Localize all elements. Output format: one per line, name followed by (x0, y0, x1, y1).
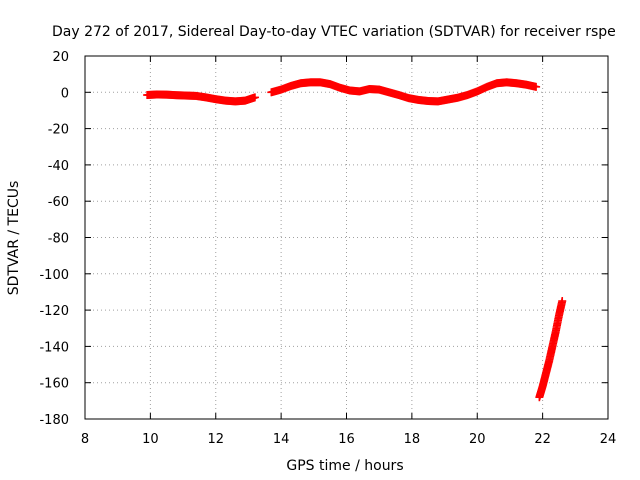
y-axis-title: SDTVAR / TECUs (6, 181, 22, 296)
chart-title: Day 272 of 2017, Sidereal Day-to-day VTE… (52, 24, 616, 40)
data-point (532, 82, 541, 91)
y-tick-label: -160 (39, 377, 69, 392)
x-tick-label: 10 (142, 432, 159, 447)
y-tick-label: -100 (39, 268, 69, 283)
y-tick-label: 20 (52, 50, 69, 65)
data-point (558, 297, 567, 306)
x-tick-label: 12 (207, 432, 224, 447)
x-tick-label: 24 (600, 432, 617, 447)
x-tick-label: 16 (338, 432, 355, 447)
y-tick-label: -20 (48, 123, 69, 138)
y-tick-label: -80 (48, 232, 69, 247)
y-tick-label: -60 (48, 195, 69, 210)
y-tick-label: 0 (61, 86, 69, 101)
y-tick-label: -40 (48, 159, 69, 174)
x-tick-label: 20 (469, 432, 486, 447)
x-tick-label: 14 (273, 432, 290, 447)
data-points (143, 78, 567, 402)
y-tick-label: -120 (39, 304, 69, 319)
data-point (250, 93, 259, 102)
x-axis-title: GPS time / hours (286, 458, 403, 474)
x-tick-label: 22 (534, 432, 551, 447)
grid-lines (85, 56, 608, 419)
axes: 8 10 12 14 16 18 20 22 24 20 0 -20 -40 -60 -80 -100 -120… (39, 50, 616, 447)
x-tick-label: 8 (81, 432, 89, 447)
y-tick-label: -140 (39, 340, 69, 355)
y-tick-label: -180 (39, 413, 69, 428)
x-tick-label: 18 (404, 432, 421, 447)
